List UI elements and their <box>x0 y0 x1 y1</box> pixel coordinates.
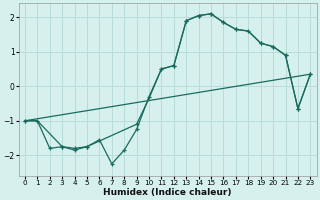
X-axis label: Humidex (Indice chaleur): Humidex (Indice chaleur) <box>103 188 232 197</box>
